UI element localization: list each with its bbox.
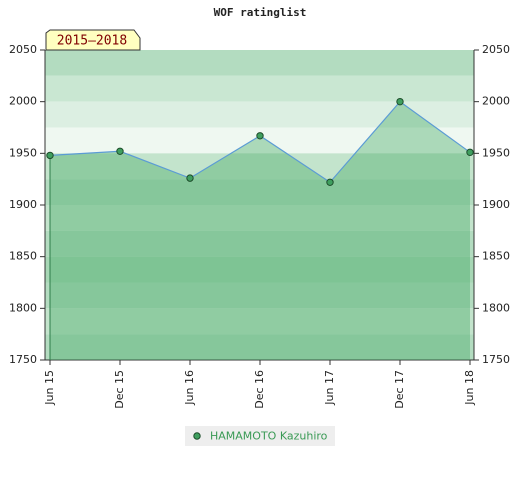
y-tick-label: 1950 xyxy=(9,146,37,159)
background-band xyxy=(45,205,474,231)
y2-tick-label: 2000 xyxy=(482,95,510,108)
y-tick-label: 1850 xyxy=(9,250,37,263)
marker xyxy=(116,147,124,155)
background-band xyxy=(45,101,474,128)
background-band xyxy=(45,50,474,76)
background-band xyxy=(45,282,474,309)
y2-tick-label: 1850 xyxy=(482,250,510,263)
y-tick-label: 2050 xyxy=(9,43,37,56)
marker xyxy=(466,148,474,157)
y-tick-label: 1800 xyxy=(9,301,37,314)
period-box xyxy=(45,29,141,51)
y2-tick-label: 1950 xyxy=(482,146,510,159)
background-band xyxy=(45,334,474,360)
x-tick-label: Jun 18 xyxy=(463,370,476,406)
background-band xyxy=(45,75,474,102)
marker xyxy=(326,178,334,186)
y2-tick-label: 1900 xyxy=(482,198,510,211)
background-band xyxy=(45,230,474,257)
legend-box xyxy=(185,426,335,446)
marker xyxy=(396,97,404,106)
y2-tick-label: 1750 xyxy=(482,353,510,366)
chart-title: WOF ratinglist xyxy=(214,6,307,19)
marker xyxy=(256,132,264,140)
x-tick-label: Jun 15 xyxy=(43,370,56,406)
legend-marker xyxy=(193,432,201,440)
background-band xyxy=(45,127,474,154)
y-tick-label: 1750 xyxy=(9,353,37,366)
area xyxy=(50,101,470,361)
background-band xyxy=(45,153,474,180)
y2-tick-label: 1800 xyxy=(482,301,510,314)
legend-label: HAMAMOTO Kazuhiro xyxy=(210,430,328,443)
x-tick-label: Dec 15 xyxy=(113,370,126,409)
x-tick-label: Jun 16 xyxy=(183,370,196,406)
background-band xyxy=(45,179,474,205)
y-tick-label: 2000 xyxy=(9,95,37,108)
marker xyxy=(186,174,194,182)
y-tick-label: 1900 xyxy=(9,198,37,211)
x-tick-label: Dec 16 xyxy=(253,370,266,409)
x-tick-label: Dec 17 xyxy=(393,370,406,409)
background-band xyxy=(45,308,474,335)
period-label: 2015–2018 xyxy=(57,34,127,49)
marker xyxy=(46,151,54,160)
y2-tick-label: 2050 xyxy=(482,43,510,56)
background-band xyxy=(45,256,474,283)
x-tick-label: Jun 17 xyxy=(323,370,336,406)
